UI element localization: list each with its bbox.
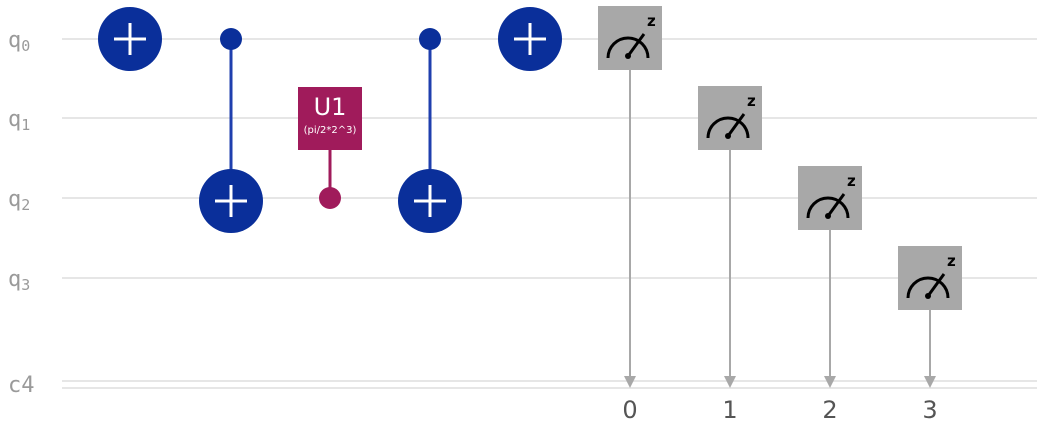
classical-bit-label-1: 1 (722, 396, 737, 424)
measure-basis-label: z (647, 12, 656, 30)
u1-gate[interactable]: U1 (pi/2*2^3) (298, 87, 362, 209)
u1-gate-box (298, 87, 362, 150)
qubit-label-q1: q1 (8, 107, 30, 134)
x-gate-q0-first[interactable] (98, 7, 162, 71)
meter-icon (706, 113, 750, 139)
qubit-label-q0: q0 (8, 28, 30, 55)
qubit-label-q2: q2 (8, 187, 30, 214)
qubit-label-q3: q3 (8, 267, 30, 294)
meter-icon (806, 193, 850, 219)
x-gate-q0-second[interactable] (498, 7, 562, 71)
measure-gate-q0[interactable]: z (598, 6, 662, 388)
control-dot (220, 28, 242, 50)
measure-gate-q1[interactable]: z (698, 86, 762, 388)
measure-gate-q2[interactable]: z (798, 166, 862, 388)
classical-bit-label-3: 3 (922, 396, 937, 424)
classical-bit-label-2: 2 (822, 396, 837, 424)
measure-arrow (724, 376, 736, 388)
meter-icon (606, 33, 650, 59)
control-dot (419, 28, 441, 50)
cnot-gate-first[interactable] (199, 28, 263, 233)
meter-icon (906, 273, 950, 299)
u1-control-dot (319, 187, 341, 209)
cnot-gate-second[interactable] (398, 28, 462, 233)
measure-basis-label: z (747, 92, 756, 110)
u1-gate-param: (pi/2*2^3) (304, 125, 357, 136)
classical-bit-label-0: 0 (622, 396, 637, 424)
classical-register-label: c4 (8, 373, 35, 398)
measure-arrow (924, 376, 936, 388)
measure-basis-label: z (847, 172, 856, 190)
measure-arrow (824, 376, 836, 388)
u1-gate-label: U1 (314, 93, 347, 121)
measure-basis-label: z (947, 252, 956, 270)
measure-gate-q3[interactable]: z (898, 246, 962, 388)
measure-arrow (624, 376, 636, 388)
